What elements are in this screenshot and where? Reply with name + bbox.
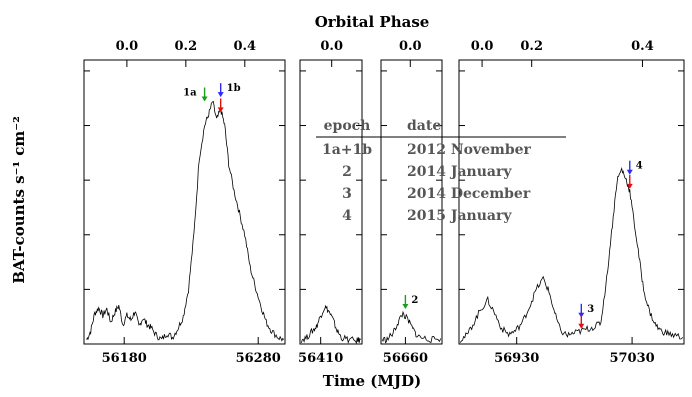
epoch-label: 1a bbox=[183, 88, 197, 99]
x-axis-title: Time (MJD) bbox=[323, 372, 421, 390]
epoch-label: 2 bbox=[411, 295, 418, 306]
panel-frame bbox=[458, 59, 685, 345]
table-cell-date: 2015 January bbox=[407, 208, 512, 224]
y-axis-title: BAT-counts s⁻¹ cm⁻² bbox=[10, 116, 28, 284]
panel-frame bbox=[380, 59, 443, 345]
phase-tick-label: 0.0 bbox=[320, 39, 343, 54]
epoch-arrow: 1b bbox=[217, 83, 241, 98]
arrow-head bbox=[626, 183, 633, 189]
light-curve-line bbox=[381, 310, 442, 344]
phase-tick-label: 0.0 bbox=[399, 39, 422, 54]
arrow-head bbox=[217, 92, 224, 98]
x-tick-label: 56660 bbox=[383, 351, 428, 366]
x-tick-label: 56410 bbox=[298, 351, 343, 366]
table-cell-date: 2014 January bbox=[407, 164, 512, 180]
epoch-label: 3 bbox=[587, 304, 594, 315]
epoch-arrow: 2 bbox=[402, 295, 418, 310]
panels-group: 56180 56280 0.0 0.2 0.4 1a 1b 56410 0.0 56660 0.0 2… bbox=[83, 39, 685, 366]
arrow-head bbox=[578, 323, 585, 329]
panel-2: 56410 0.0 bbox=[298, 39, 363, 366]
table-header-epoch: epoch bbox=[324, 118, 371, 134]
phase-tick-label: 0.4 bbox=[631, 39, 654, 54]
x-tick-label: 57030 bbox=[609, 351, 654, 366]
phase-tick-label: 0.4 bbox=[233, 39, 256, 54]
light-curve-line bbox=[301, 304, 361, 344]
epoch-arrow bbox=[578, 314, 585, 329]
arrow-head bbox=[201, 96, 208, 102]
epoch-arrow bbox=[217, 98, 224, 113]
phase-tick-label: 0.2 bbox=[520, 39, 543, 54]
phase-tick-label: 0.0 bbox=[471, 39, 494, 54]
x-tick-label: 56280 bbox=[236, 351, 281, 366]
table-header-date: date bbox=[407, 118, 441, 134]
x-tick-label: 56180 bbox=[102, 351, 147, 366]
phase-tick-label: 0.0 bbox=[116, 39, 139, 54]
epoch-table: epoch date 1a+1b 2012 November 2 2014 January… bbox=[316, 118, 566, 224]
light-curve-line bbox=[86, 100, 285, 342]
epoch-label: 1b bbox=[227, 83, 241, 94]
epoch-label: 4 bbox=[636, 161, 643, 172]
table-cell-date: 2012 November bbox=[407, 142, 532, 158]
epoch-arrow: 4 bbox=[626, 160, 643, 175]
table-cell-date: 2014 December bbox=[407, 186, 531, 202]
panel-1: 56180 56280 0.0 0.2 0.4 1a 1b bbox=[83, 39, 286, 366]
panel-frame bbox=[83, 59, 286, 345]
arrow-head bbox=[626, 169, 633, 175]
light-curve-line bbox=[459, 167, 684, 343]
panel-frame bbox=[299, 59, 363, 345]
panel-3: 56660 0.0 2 bbox=[380, 39, 443, 366]
x-tick-label: 56930 bbox=[494, 351, 539, 366]
epoch-arrow bbox=[626, 174, 633, 189]
phase-tick-label: 0.2 bbox=[175, 39, 198, 54]
table-cell-epoch: 2 bbox=[342, 164, 352, 180]
table-cell-epoch: 3 bbox=[342, 186, 352, 202]
arrow-head bbox=[217, 107, 224, 113]
panel-4: 56930 57030 0.0 0.2 0.4 3 4 bbox=[458, 39, 685, 366]
table-cell-epoch: 4 bbox=[342, 208, 352, 224]
arrow-head bbox=[402, 304, 409, 310]
epoch-arrow: 1a bbox=[183, 87, 208, 102]
table-cell-epoch: 1a+1b bbox=[322, 142, 372, 158]
top-axis-title: Orbital Phase bbox=[315, 13, 430, 31]
